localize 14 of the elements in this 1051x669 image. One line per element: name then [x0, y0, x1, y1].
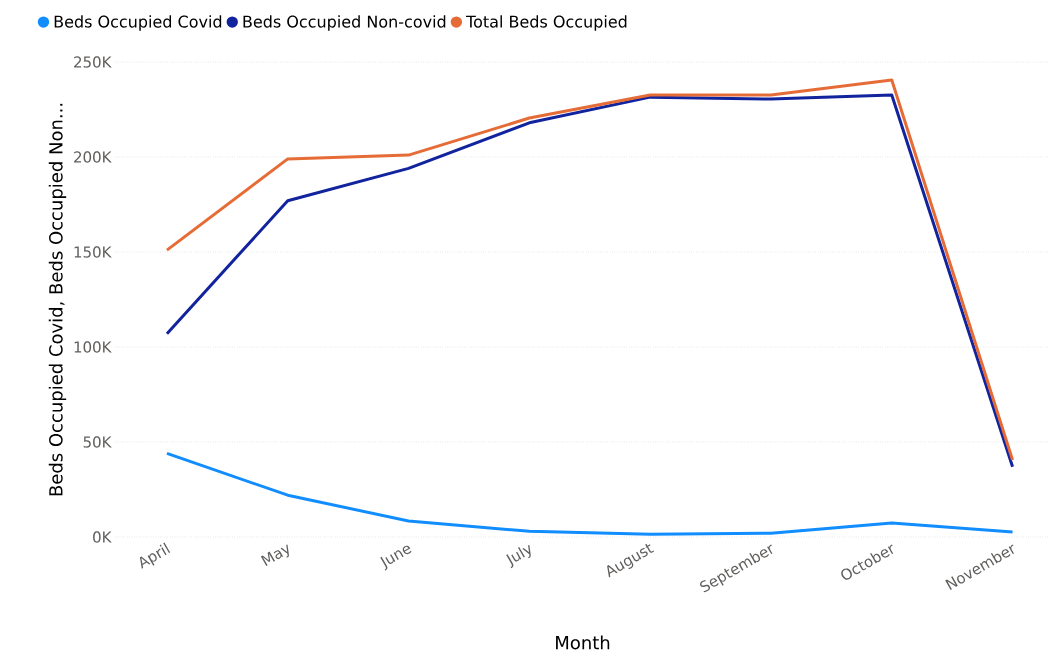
- line-series: [165, 451, 1015, 536]
- x-tick-label: May: [260, 544, 289, 567]
- y-tick-label: 50K: [83, 436, 112, 448]
- x-tick-label: July: [506, 544, 531, 569]
- y-tick-label: 200K: [74, 151, 112, 163]
- legend-label: Beds Occupied Non-covid: [243, 15, 446, 31]
- legend-label: Beds Occupied Covid: [54, 15, 222, 31]
- y-axis-title: Beds Occupied Covid, Beds Occupied Non...: [48, 103, 67, 496]
- legend-label: Total Beds Occupied: [465, 15, 627, 31]
- y-tick-label: 100K: [74, 341, 112, 353]
- y-tick-label: 150K: [74, 246, 112, 258]
- y-tick-label: 250K: [74, 56, 112, 68]
- x-axis-title: Month: [556, 635, 610, 650]
- y-tick-label: 0K: [93, 531, 112, 543]
